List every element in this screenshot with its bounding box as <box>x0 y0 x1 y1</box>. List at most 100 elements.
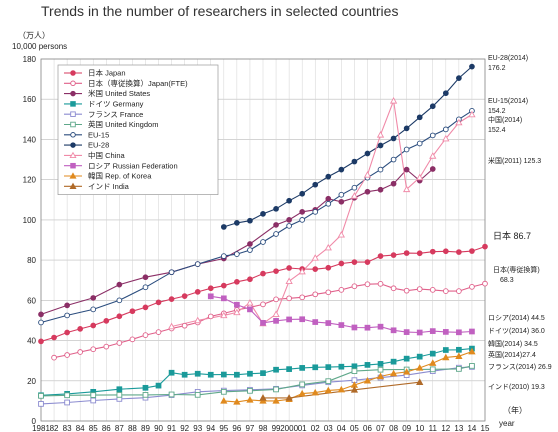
x-tick-label: 04 <box>337 424 346 432</box>
data-point <box>403 146 410 153</box>
data-point <box>168 269 175 276</box>
data-point <box>285 394 293 401</box>
data-point <box>299 365 306 371</box>
end-value-label: ドイツ(2014) 36.0 <box>488 328 545 335</box>
data-point <box>456 346 462 353</box>
data-point <box>442 90 449 97</box>
y-tick-label: 160 <box>23 95 37 104</box>
x-tick-label: 05 <box>350 424 359 432</box>
data-point <box>246 396 254 403</box>
series-line <box>40 168 434 315</box>
data-point <box>325 200 332 207</box>
chart-title: Trends in the number of researchers in s… <box>41 3 399 19</box>
legend-entry: 日本 Japan <box>88 68 126 78</box>
data-point <box>273 366 279 373</box>
data-point <box>338 363 345 370</box>
data-point <box>194 392 201 398</box>
legend-swatch-marker <box>69 182 77 189</box>
data-point <box>363 376 372 384</box>
data-point <box>455 118 463 126</box>
data-point <box>260 239 266 245</box>
data-point <box>286 366 292 372</box>
data-point <box>64 312 70 319</box>
series-line <box>40 366 472 405</box>
data-point <box>207 293 214 300</box>
data-point <box>234 371 240 378</box>
legend-entry: インド India <box>88 182 130 191</box>
y-axis-unit-sub: 10,000 persons <box>12 42 67 51</box>
data-point <box>142 284 149 291</box>
data-point <box>194 289 201 295</box>
data-point <box>390 327 397 334</box>
data-point <box>64 352 70 358</box>
data-point <box>220 311 228 319</box>
data-point <box>64 302 70 309</box>
end-value-label: EU-15(2014) <box>488 98 528 105</box>
data-point <box>312 291 319 298</box>
data-point <box>390 252 397 258</box>
data-point <box>455 352 463 359</box>
data-point <box>351 368 358 374</box>
x-tick-label: 86 <box>102 424 111 432</box>
x-axis-unit-sub: year <box>499 419 515 428</box>
data-point <box>38 319 44 326</box>
x-tick-label: 95 <box>219 424 228 432</box>
data-point <box>207 285 214 292</box>
x-tick-label: 09 <box>402 424 411 432</box>
data-point <box>364 281 371 288</box>
data-point <box>51 334 57 341</box>
data-point <box>377 166 384 173</box>
data-point <box>116 281 123 288</box>
data-point <box>350 192 359 199</box>
x-tick-label: 92 <box>180 424 189 432</box>
data-point <box>351 283 358 290</box>
data-point <box>351 363 358 370</box>
data-point <box>442 288 449 294</box>
x-tick-label: 99 <box>272 424 281 432</box>
y-tick-label: 80 <box>27 256 36 265</box>
legend-entry: ロシア Russian Federation <box>88 161 178 170</box>
data-point <box>325 320 332 326</box>
data-point <box>234 220 240 226</box>
end-value-label: 日本(専従換算) <box>493 265 540 274</box>
data-point <box>442 134 450 142</box>
data-point <box>299 217 306 223</box>
data-point <box>220 371 227 378</box>
data-point <box>77 349 84 355</box>
x-tick-label: 90 <box>154 424 163 432</box>
x-axis-unit: （年） <box>503 405 527 415</box>
data-point <box>456 329 462 336</box>
data-point <box>142 304 149 311</box>
data-point <box>377 186 384 193</box>
legend-entry: 韓国 Rep. of Korea <box>88 171 152 181</box>
data-point <box>312 266 319 273</box>
data-point <box>103 317 110 324</box>
data-point <box>272 397 280 404</box>
data-point <box>338 322 345 328</box>
data-point <box>51 354 57 361</box>
data-point <box>325 173 332 180</box>
legend-swatch-marker <box>70 90 76 97</box>
data-point <box>390 358 397 365</box>
y-tick-label: 20 <box>27 377 36 386</box>
legend-swatch-marker <box>70 121 76 128</box>
x-tick-label: 2000 <box>280 424 298 432</box>
data-point <box>116 392 123 398</box>
data-point <box>403 329 410 335</box>
data-point <box>77 326 84 332</box>
data-point <box>260 270 266 277</box>
data-point <box>324 243 332 251</box>
legend-swatch-marker <box>70 142 76 148</box>
data-point <box>469 284 475 290</box>
data-point <box>299 294 306 301</box>
x-tick-label: 10 <box>415 424 424 432</box>
data-point <box>337 385 345 393</box>
end-value-label: EU-28(2014) <box>488 55 528 62</box>
data-point <box>38 401 44 407</box>
data-point <box>376 372 385 380</box>
data-point <box>364 362 371 368</box>
data-point <box>286 217 292 223</box>
data-point <box>273 222 279 228</box>
